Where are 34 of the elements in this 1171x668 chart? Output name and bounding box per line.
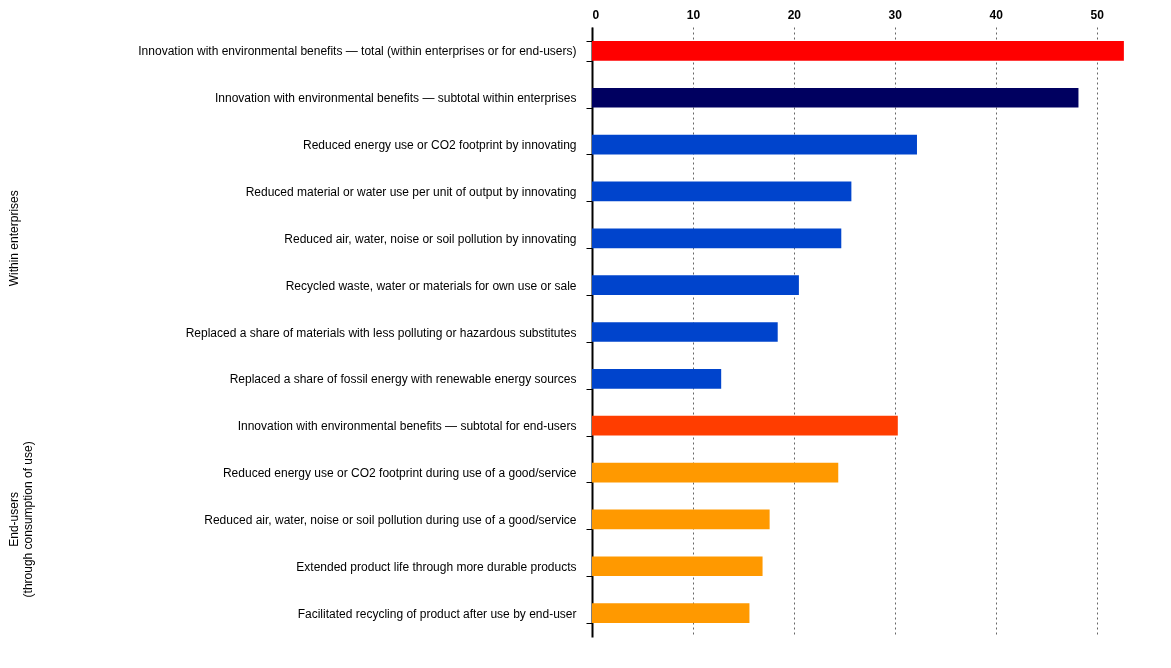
- bar: [592, 275, 799, 295]
- x-tick-label: 0: [592, 7, 600, 22]
- y-tick-label: Reduced energy use or CO2 footprint during use of a good/service: [222, 466, 577, 481]
- x-tick-label: 50: [1090, 7, 1105, 22]
- y-tick-label: Reduced material or water use per unit of output by innovating: [245, 184, 577, 199]
- bar: [592, 369, 722, 389]
- bar: [592, 87, 1079, 108]
- bar: [592, 322, 778, 342]
- x-tick-label: 30: [888, 7, 903, 22]
- bar: [592, 228, 842, 249]
- y-tick-label: Recycled waste, water or materials for own use or sale: [285, 278, 577, 293]
- text: End-users (through consumption of use): [7, 441, 35, 598]
- bar: [592, 134, 917, 155]
- bar: [592, 556, 763, 577]
- y-tick-label: Facilitated recycling of product after use by end-user: [297, 606, 577, 621]
- x-tick-label: 20: [787, 7, 802, 22]
- text: Within enterprises: [7, 190, 21, 287]
- y-tick-label: Innovation with environmental benefits — subtotal within enterprises: [214, 91, 577, 106]
- y-tick-label: Reduced energy use or CO2 footprint by innovating: [303, 138, 577, 153]
- bar: [592, 41, 1124, 61]
- y-tick-label: Replaced a share of fossil energy with renewable energy sources: [229, 372, 577, 387]
- bar: [592, 462, 839, 483]
- y-tick-label: Innovation with environmental benefits — subtotal for end-users: [237, 419, 577, 434]
- bar: [592, 415, 898, 436]
- y-tick-label: Innovation with environmental benefits — total (within enterprises or for end-users): [138, 44, 577, 59]
- y-tick-label: Reduced air, water, noise or soil pollution by innovating: [284, 231, 577, 246]
- bar: [592, 603, 750, 623]
- y-tick-label: Replaced a share of materials with less polluting or hazardous substitutes: [185, 325, 577, 340]
- x-tick-label: 40: [989, 7, 1004, 22]
- y-tick-label: Reduced air, water, noise or soil pollution during use of a good/service: [204, 512, 577, 527]
- bar: [592, 509, 770, 530]
- bar: [592, 181, 852, 202]
- x-tick-label: 10: [686, 7, 701, 22]
- y-tick-label: Extended product life through more durable products: [296, 559, 577, 574]
